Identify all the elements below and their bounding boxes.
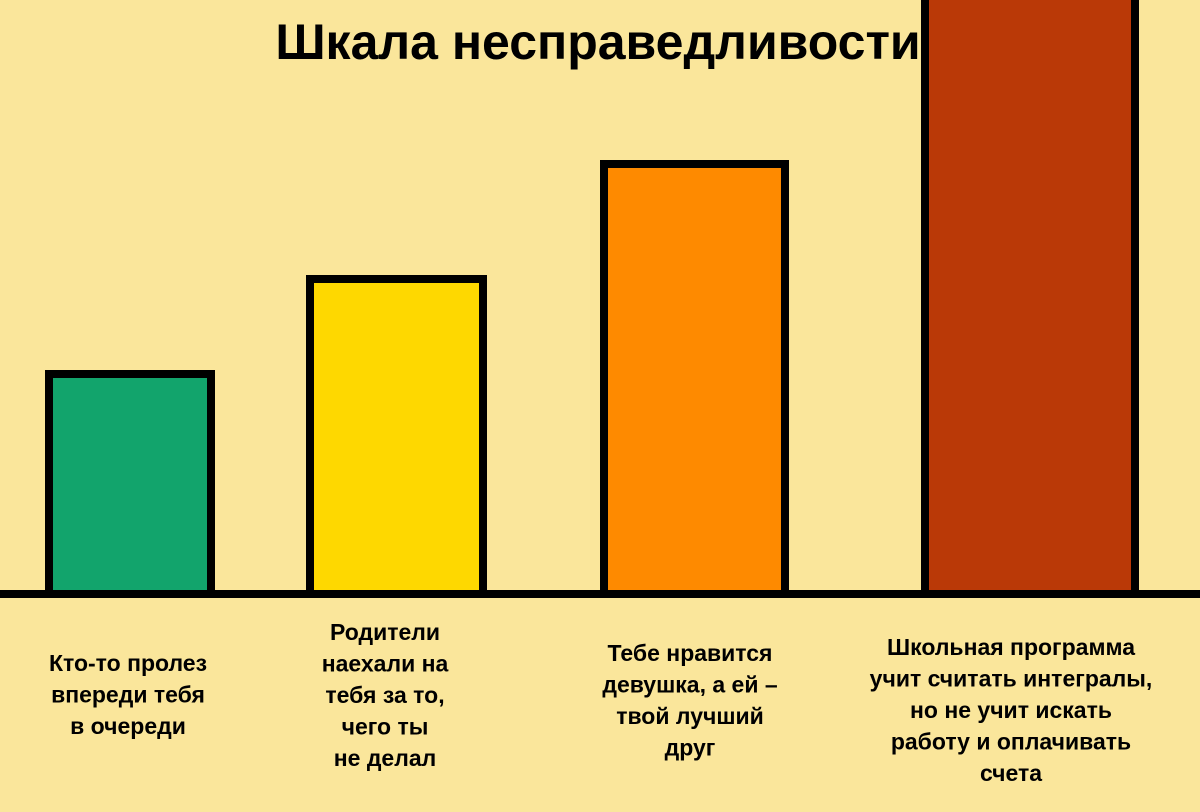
category-label-line: Школьная программа <box>887 634 1135 660</box>
category-labels-group: Кто-то пролез впереди тебя в очереди Родите… <box>49 619 1152 786</box>
category-label-2: Родители наехали на тебя за то, чего ты не д… <box>322 619 449 771</box>
category-label-line: в очереди <box>70 713 186 739</box>
category-label-line: впереди тебя <box>51 682 205 708</box>
category-label-line: учит считать интегралы, <box>870 666 1153 692</box>
category-label-1: Кто-то пролез впереди тебя в очереди <box>49 650 207 739</box>
category-label-line: друг <box>665 735 716 761</box>
category-label-line: Тебе нравится <box>608 640 773 666</box>
bar-4 <box>921 0 1139 598</box>
category-label-line: Родители <box>330 619 440 645</box>
category-label-line: Кто-то пролез <box>49 650 207 676</box>
category-label-line: девушка, а ей – <box>602 672 778 698</box>
bars-group <box>45 0 1139 598</box>
category-label-line: счета <box>980 760 1042 786</box>
category-label-line: работу и оплачивать <box>891 729 1131 755</box>
category-label-line: наехали на <box>322 651 449 677</box>
category-label-line: но не учит искать <box>910 697 1112 723</box>
category-label-line: не делал <box>334 745 436 771</box>
bar-2 <box>306 275 487 598</box>
category-label-3: Тебе нравится девушка, а ей – твой лучший д… <box>602 640 778 761</box>
bar-3 <box>600 160 789 598</box>
category-label-line: чего ты <box>342 714 429 740</box>
category-label-4: Школьная программа учит считать интегралы… <box>870 634 1153 786</box>
category-label-line: тебя за то, <box>325 682 444 708</box>
bar-1 <box>45 370 215 598</box>
chart-title: Шкала несправедливости <box>275 14 920 70</box>
category-label-line: твой лучший <box>616 703 764 729</box>
